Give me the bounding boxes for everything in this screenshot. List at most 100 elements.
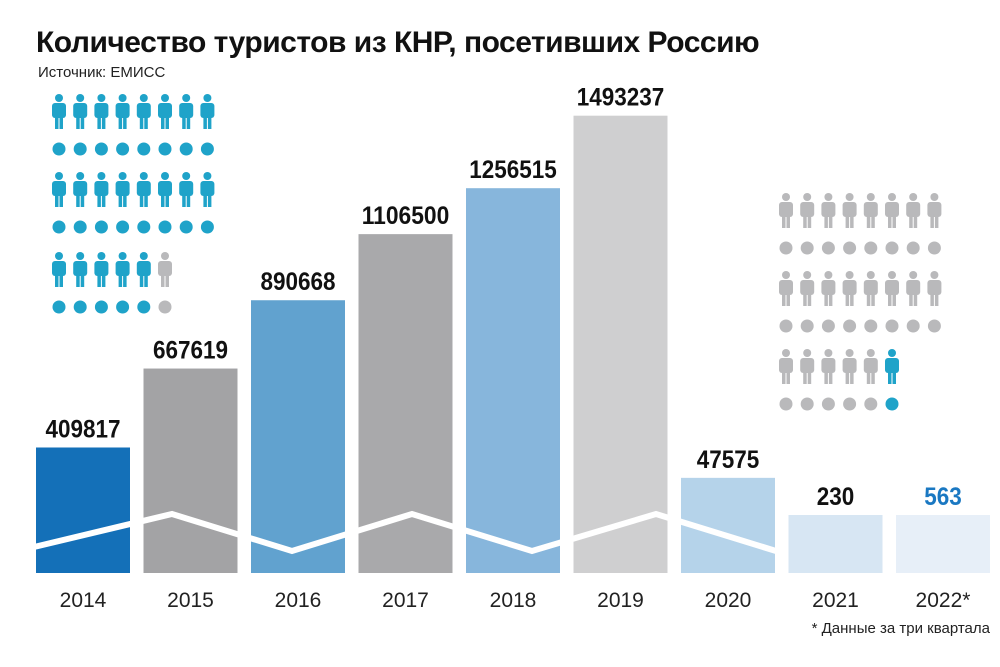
value-label-2018: 1256515	[469, 156, 557, 184]
person-icon	[158, 172, 172, 207]
person-icon	[73, 252, 88, 287]
dot-icon	[927, 241, 941, 255]
dot-icon	[73, 220, 87, 234]
person-icon	[200, 94, 215, 129]
dot-icon	[779, 397, 793, 411]
person-icon	[863, 349, 878, 384]
axis-break-line	[33, 510, 777, 555]
person-icon	[800, 193, 815, 228]
value-labels: 409817 667619 890668 1106500 1256515 1493237 4…	[46, 84, 962, 511]
dot-icon	[52, 300, 66, 314]
value-label-2017: 1106500	[362, 202, 450, 230]
person-icon	[885, 193, 899, 228]
person-icon	[136, 172, 151, 207]
dot-icon	[116, 220, 130, 234]
dot-icon	[200, 142, 214, 156]
value-label-2014: 409817	[46, 415, 121, 443]
dot-icon	[158, 300, 172, 314]
person-icon	[115, 172, 130, 207]
dot-icon	[885, 397, 899, 411]
person-icon	[863, 271, 878, 306]
person-icon	[115, 94, 130, 129]
person-icon	[94, 94, 109, 129]
person-icon	[842, 193, 857, 228]
person-icon	[863, 193, 878, 228]
bar-2021	[788, 515, 883, 573]
person-icon	[800, 349, 815, 384]
person-icon	[52, 252, 66, 287]
dot-icon	[864, 319, 878, 333]
person-icon	[800, 271, 815, 306]
dot-icon	[52, 220, 66, 234]
person-icon	[885, 349, 899, 384]
dot-icon	[137, 300, 151, 314]
person-icon	[52, 172, 66, 207]
person-icon	[779, 349, 793, 384]
year-label-2016: 2016	[275, 589, 322, 612]
dot-icon	[94, 142, 108, 156]
dot-icon	[843, 241, 857, 255]
person-icon	[885, 271, 899, 306]
dot-icon	[116, 300, 130, 314]
person-icon	[200, 172, 215, 207]
person-icon	[779, 193, 793, 228]
person-icon	[779, 271, 793, 306]
dot-icon	[821, 241, 835, 255]
dot-icon	[137, 220, 151, 234]
year-label-2014: 2014	[60, 589, 107, 612]
dot-icon	[821, 319, 835, 333]
person-icon	[94, 252, 109, 287]
person-icon	[821, 193, 836, 228]
dot-icon	[179, 142, 193, 156]
value-label-2015: 667619	[153, 337, 228, 365]
dot-icon	[906, 319, 920, 333]
value-label-2019: 1493237	[577, 84, 665, 112]
dot-icon	[885, 319, 899, 333]
dot-icon	[94, 300, 108, 314]
dot-icon	[800, 319, 814, 333]
person-icon	[73, 172, 88, 207]
dot-icon	[116, 142, 130, 156]
chart-title: Количество туристов из КНР, посетивших Р…	[36, 26, 760, 59]
bar-2015	[143, 368, 238, 573]
person-icon	[52, 94, 66, 129]
bar-2022	[896, 515, 990, 573]
year-label-2020: 2020	[705, 589, 752, 612]
year-labels: 2014 2015 2016 2017 2018 2019 2020 2021 2022*	[60, 589, 971, 612]
bar-2016	[251, 300, 345, 573]
year-label-2019: 2019	[597, 589, 644, 612]
bar-2019	[573, 115, 668, 573]
year-label-2017: 2017	[382, 589, 429, 612]
bars	[33, 115, 990, 574]
person-icon	[115, 252, 130, 287]
value-label-2022: 563	[924, 483, 962, 511]
dot-icon	[137, 142, 151, 156]
person-icon	[821, 349, 836, 384]
year-label-2022: 2022*	[916, 589, 971, 612]
dot-icon	[843, 397, 857, 411]
dot-icon	[821, 397, 835, 411]
value-label-2021: 230	[817, 483, 855, 511]
dot-icon	[927, 319, 941, 333]
dot-icon	[200, 220, 214, 234]
person-icon	[73, 94, 88, 129]
dot-icon	[885, 241, 899, 255]
dot-icon	[800, 241, 814, 255]
year-label-2018: 2018	[490, 589, 537, 612]
dot-icon	[906, 241, 920, 255]
dot-icon	[843, 319, 857, 333]
dot-icon	[94, 220, 108, 234]
person-icon	[842, 271, 857, 306]
value-label-2016: 890668	[261, 268, 336, 296]
dot-icon	[800, 397, 814, 411]
dot-icon	[73, 142, 87, 156]
chart-source: Источник: ЕМИСС	[38, 64, 166, 81]
person-icon	[927, 271, 942, 306]
dot-icon	[158, 142, 172, 156]
dot-icon	[73, 300, 87, 314]
person-icon	[906, 271, 921, 306]
dot-icon	[179, 220, 193, 234]
dot-icon	[864, 397, 878, 411]
person-icon	[821, 271, 836, 306]
